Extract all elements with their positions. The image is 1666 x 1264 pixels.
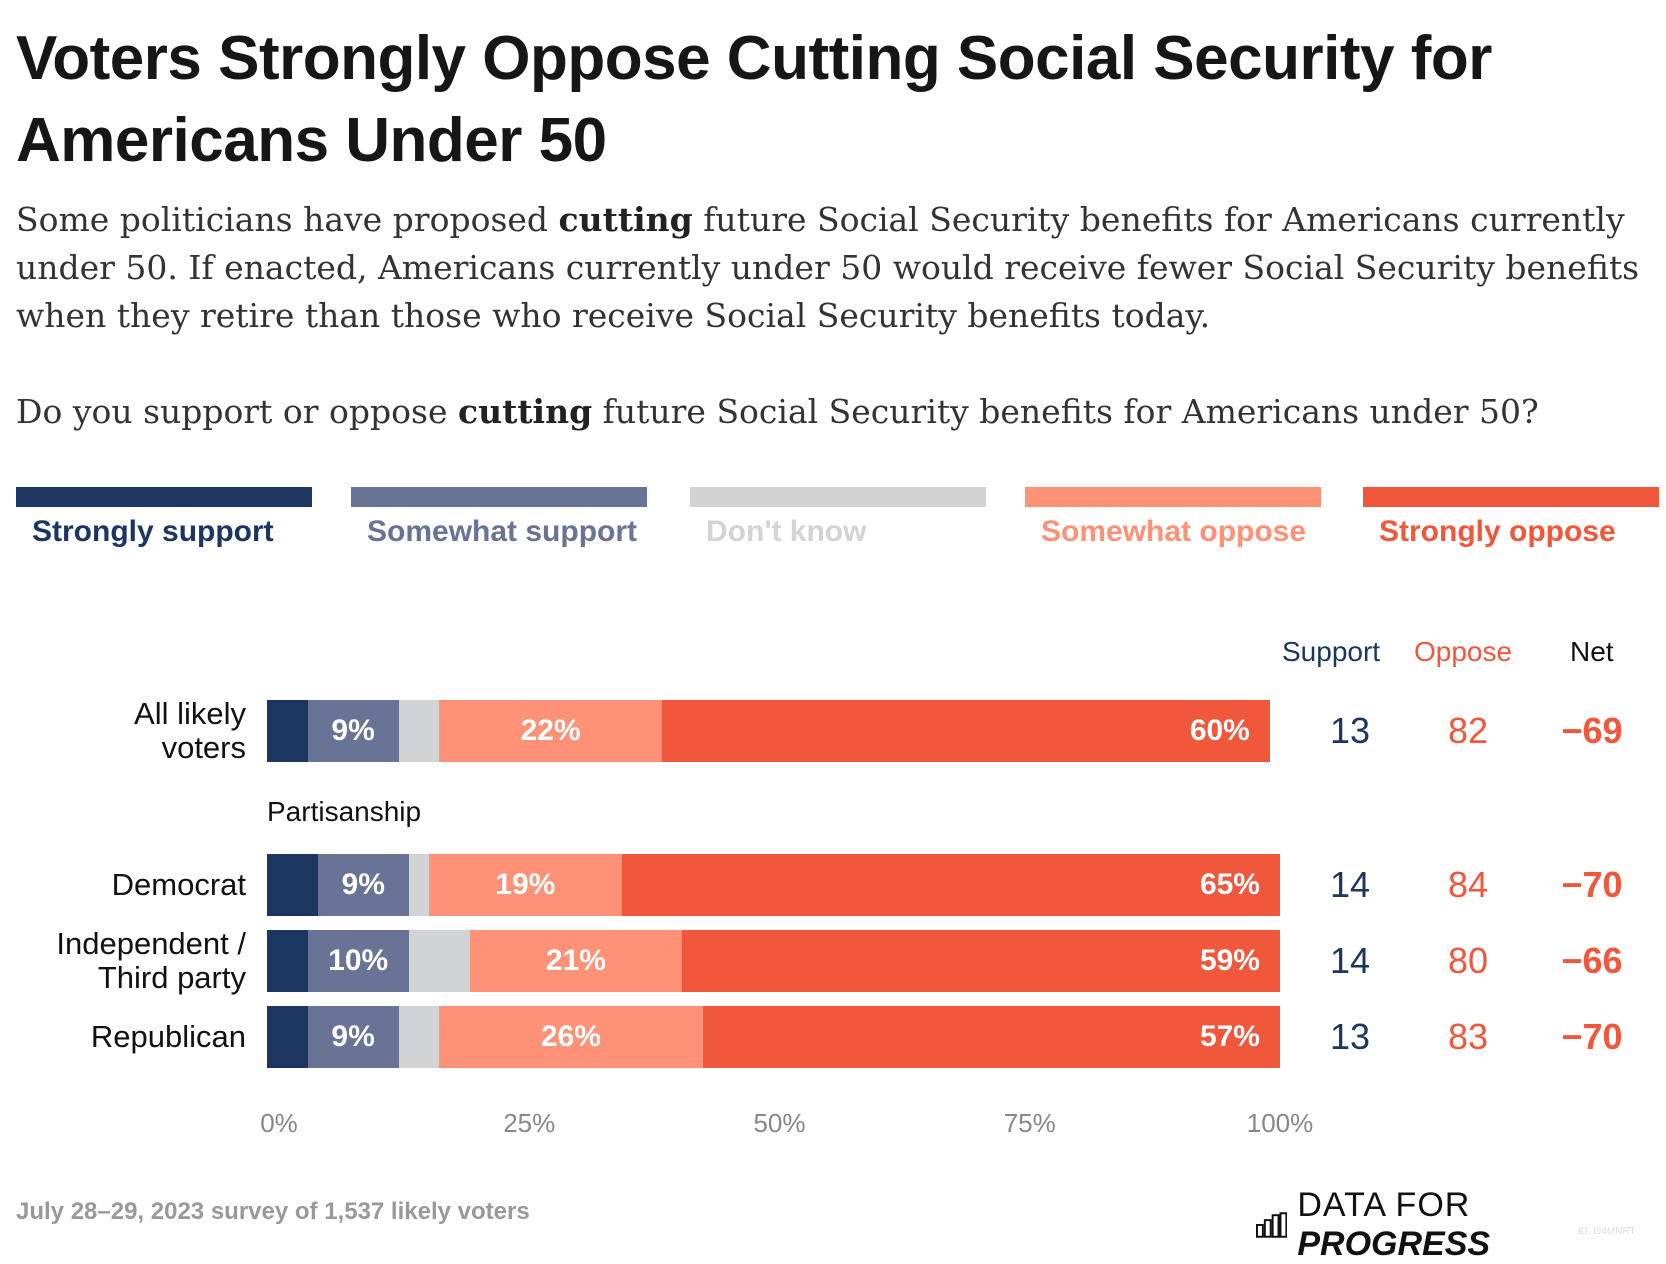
bar-segment: 19% [429,854,622,916]
bar-segment: 10% [307,930,409,992]
bar-segment [408,930,470,992]
subtitle-text-end: future Social Security benefits for Amer… [16,200,1640,335]
bar-segment [408,854,430,916]
net-value: −69 [1561,710,1623,751]
bar-segment [398,700,440,762]
x-tick-label: 25% [503,1108,556,1138]
net-value: −70 [1561,1016,1623,1057]
legend-label: Strongly oppose [1379,515,1616,548]
legend-swatch [351,487,647,507]
legend-label: Don't know [706,515,867,548]
bar-segment [267,700,308,762]
bar-segment: 9% [307,700,399,762]
column-header-net: Net [1570,636,1614,667]
legend-label: Somewhat support [367,515,638,548]
bar-segment: 21% [469,930,683,992]
bar-segment: 26% [439,1006,703,1068]
support-value: 14 [1329,940,1371,981]
legend-swatch [690,487,986,507]
bar-segment: 60% [662,700,1270,762]
legend-swatch [1363,487,1659,507]
question-text-end: future Social Security benefits for Amer… [592,392,1539,431]
x-tick-label: 100% [1246,1108,1314,1138]
subtitle-text: Some politicians have proposed [16,200,559,239]
support-value: 13 [1329,1016,1371,1057]
bar-segment [267,1006,308,1068]
support-value: 13 [1329,710,1371,751]
logo-text: DATA FOR [1297,1186,1471,1224]
bar-segment [267,854,318,916]
bar-segment: 57% [702,1006,1280,1068]
question-text: Do you support or oppose [16,392,458,431]
chart-id: ID: G4MNRT [1578,1226,1636,1237]
question-keyword: cutting [457,392,593,431]
support-value: 14 [1329,864,1371,905]
legend-label: Strongly support [32,515,274,548]
data-for-progress-logo: DATA FOR PROGRESS [1256,1186,1666,1264]
bar-segment: 59% [682,930,1280,992]
oppose-value: 82 [1447,710,1489,751]
legend-label: Somewhat oppose [1041,515,1307,548]
x-tick-label: 75% [1003,1108,1056,1138]
column-header-support: Support [1282,636,1381,667]
group-label-partisanship: Partisanship [267,796,422,827]
net-value: −70 [1561,864,1623,905]
bar-segment: 9% [317,854,409,916]
subtitle-keyword: cutting [558,200,693,239]
row-label: Republican [90,1019,246,1054]
x-tick-label: 50% [753,1108,806,1138]
row-label: All likely voters [134,696,246,765]
bar-segment: 9% [307,1006,399,1068]
oppose-value: 83 [1447,1016,1489,1057]
legend-swatch [1025,487,1321,507]
x-tick-label: 0% [260,1108,298,1138]
column-header-oppose: Oppose [1414,636,1513,667]
logo-text-bold: PROGRESS [1297,1225,1491,1263]
net-value: −66 [1561,940,1623,981]
legend-swatch [16,487,312,507]
oppose-value: 80 [1447,940,1489,981]
survey-footnote: July 28–29, 2023 survey of 1,537 likely … [16,1198,530,1225]
bar-segment [398,1006,440,1068]
survey-question: Do you support or oppose cutting future … [16,388,1656,436]
chart-subtitle: Some politicians have proposed cutting f… [16,196,1656,340]
row-label: Independent / Third party [56,926,246,995]
bar-segment: 22% [439,700,663,762]
bar-segment [267,930,308,992]
chart-title: Voters Strongly Oppose Cutting Social Se… [16,24,1492,175]
oppose-value: 84 [1447,864,1489,905]
bar-chart-logo-icon [1256,1212,1288,1238]
bar-segment: 65% [621,854,1280,916]
row-label: Democrat [111,867,246,902]
